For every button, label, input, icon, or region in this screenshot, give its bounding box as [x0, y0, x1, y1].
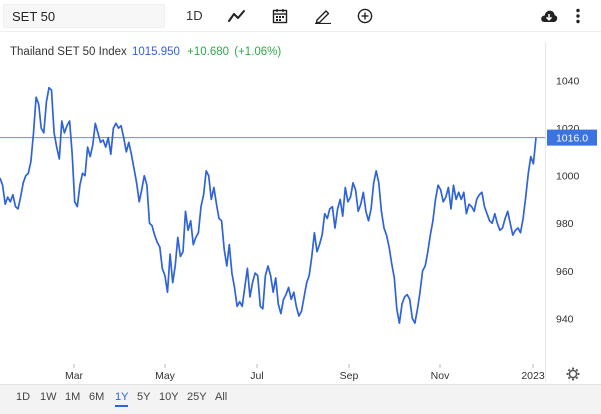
last-price-tag-label: 1016.0 [556, 133, 588, 145]
chart-legend: Thailand SET 50 Index 1015.950 +10.680 (… [10, 46, 281, 58]
chart-settings-icon[interactable] [566, 367, 580, 381]
y-tick-label: 960 [556, 266, 574, 278]
range-button-6m[interactable]: 6M [89, 391, 105, 403]
draw-pencil-icon[interactable] [311, 4, 335, 28]
more-vertical-icon[interactable] [566, 4, 590, 28]
symbol-search-input[interactable] [3, 4, 165, 28]
y-tick-label: 1000 [556, 171, 580, 183]
chart-toolbar: 1D [0, 0, 601, 32]
legend-change-percent: (+1.06%) [234, 46, 282, 58]
legend-last-price: 1015.950 [131, 46, 180, 58]
range-button-10y[interactable]: 10Y [159, 391, 179, 403]
range-button-1w[interactable]: 1W [40, 391, 57, 403]
x-tick-label: 2023 [521, 370, 545, 382]
y-tick-label: 940 [556, 313, 574, 325]
range-button-5y[interactable]: 5Y [137, 391, 151, 403]
x-tick-label: Sep [340, 370, 359, 382]
interval-selector[interactable]: 1D [186, 8, 203, 23]
y-tick-label: 1020 [556, 123, 580, 135]
y-tick-label: 980 [556, 218, 574, 230]
range-selector-bar: 1D 1W 1M 6M 1Y 5Y 10Y 25Y All [0, 384, 601, 414]
price-chart[interactable]: Thailand SET 50 Index 1015.950 +10.680 (… [0, 32, 601, 382]
calendar-icon[interactable] [268, 4, 292, 28]
range-button-1d[interactable]: 1D [16, 391, 31, 403]
x-tick-label: Mar [65, 370, 84, 382]
range-button-1y[interactable]: 1Y [115, 391, 129, 407]
legend-change: +10.680 [187, 46, 230, 58]
x-tick-label: Nov [431, 370, 450, 382]
y-tick-label: 1040 [556, 76, 580, 88]
cloud-download-icon[interactable] [537, 4, 561, 28]
chart-plot: 940 960 980 1000 1020 1040 Mar May Jul Sep Nov 2023… [0, 42, 597, 382]
price-series-line [0, 86, 537, 324]
last-price-tag [547, 129, 597, 146]
range-button-1m[interactable]: 1M [65, 391, 81, 403]
x-tick-label: May [155, 370, 176, 382]
x-tick-label: Jul [250, 370, 263, 382]
legend-index-name: Thailand SET 50 Index [10, 46, 127, 58]
range-button-25y[interactable]: 25Y [187, 391, 207, 403]
add-plus-icon[interactable] [353, 4, 377, 28]
line-chart-type-icon[interactable] [225, 4, 249, 28]
range-button-all[interactable]: All [215, 391, 228, 403]
